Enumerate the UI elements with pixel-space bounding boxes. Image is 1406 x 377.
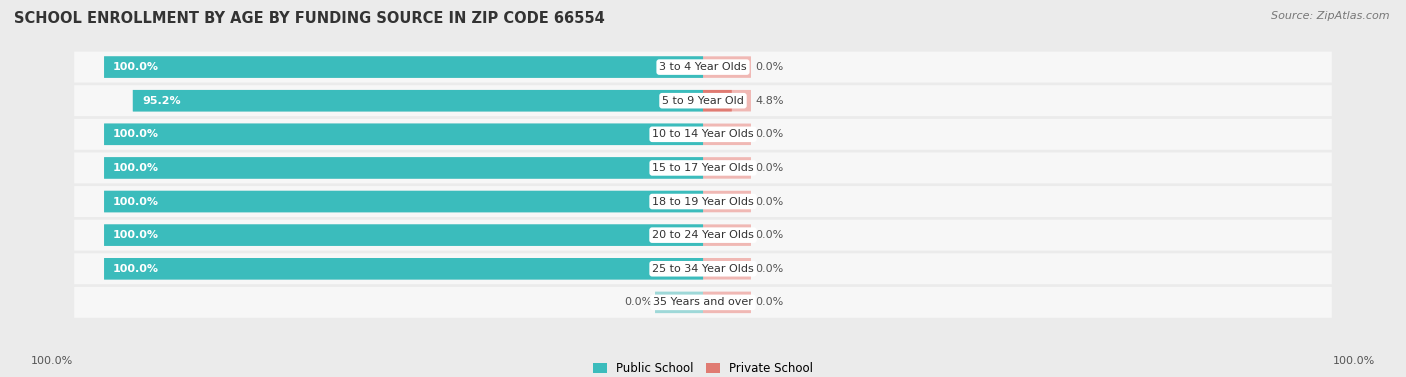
FancyBboxPatch shape xyxy=(104,56,703,78)
FancyBboxPatch shape xyxy=(703,157,751,179)
Text: 0.0%: 0.0% xyxy=(755,196,785,207)
FancyBboxPatch shape xyxy=(703,90,731,112)
FancyBboxPatch shape xyxy=(104,191,703,212)
FancyBboxPatch shape xyxy=(75,220,1331,251)
Text: 100.0%: 100.0% xyxy=(31,356,73,366)
Text: 100.0%: 100.0% xyxy=(112,264,159,274)
FancyBboxPatch shape xyxy=(75,152,1331,183)
Text: 100.0%: 100.0% xyxy=(112,129,159,139)
FancyBboxPatch shape xyxy=(104,224,703,246)
FancyBboxPatch shape xyxy=(703,258,751,279)
Text: 95.2%: 95.2% xyxy=(142,96,180,106)
Legend: Public School, Private School: Public School, Private School xyxy=(588,357,818,377)
Text: 25 to 34 Year Olds: 25 to 34 Year Olds xyxy=(652,264,754,274)
Text: 0.0%: 0.0% xyxy=(755,264,785,274)
Text: 100.0%: 100.0% xyxy=(112,62,159,72)
FancyBboxPatch shape xyxy=(104,191,703,212)
FancyBboxPatch shape xyxy=(655,292,703,313)
Text: 0.0%: 0.0% xyxy=(755,230,785,240)
FancyBboxPatch shape xyxy=(132,90,703,112)
Text: 3 to 4 Year Olds: 3 to 4 Year Olds xyxy=(659,62,747,72)
FancyBboxPatch shape xyxy=(703,191,751,212)
Text: 18 to 19 Year Olds: 18 to 19 Year Olds xyxy=(652,196,754,207)
FancyBboxPatch shape xyxy=(104,124,703,145)
FancyBboxPatch shape xyxy=(104,56,703,78)
Text: 35 Years and over: 35 Years and over xyxy=(652,297,754,307)
Text: 100.0%: 100.0% xyxy=(112,163,159,173)
Text: 100.0%: 100.0% xyxy=(112,196,159,207)
Text: 10 to 14 Year Olds: 10 to 14 Year Olds xyxy=(652,129,754,139)
FancyBboxPatch shape xyxy=(75,287,1331,318)
Text: 0.0%: 0.0% xyxy=(755,129,785,139)
Text: 20 to 24 Year Olds: 20 to 24 Year Olds xyxy=(652,230,754,240)
FancyBboxPatch shape xyxy=(75,52,1331,83)
Text: 0.0%: 0.0% xyxy=(755,62,785,72)
FancyBboxPatch shape xyxy=(75,253,1331,284)
FancyBboxPatch shape xyxy=(703,224,751,246)
Text: 100.0%: 100.0% xyxy=(112,230,159,240)
FancyBboxPatch shape xyxy=(703,90,751,112)
Text: 0.0%: 0.0% xyxy=(755,297,785,307)
Text: 4.8%: 4.8% xyxy=(755,96,785,106)
FancyBboxPatch shape xyxy=(703,56,751,78)
Text: 0.0%: 0.0% xyxy=(755,163,785,173)
FancyBboxPatch shape xyxy=(703,292,751,313)
FancyBboxPatch shape xyxy=(104,258,703,279)
FancyBboxPatch shape xyxy=(104,258,703,279)
FancyBboxPatch shape xyxy=(75,186,1331,217)
Text: 5 to 9 Year Old: 5 to 9 Year Old xyxy=(662,96,744,106)
FancyBboxPatch shape xyxy=(104,124,703,145)
Text: SCHOOL ENROLLMENT BY AGE BY FUNDING SOURCE IN ZIP CODE 66554: SCHOOL ENROLLMENT BY AGE BY FUNDING SOUR… xyxy=(14,11,605,26)
Text: 15 to 17 Year Olds: 15 to 17 Year Olds xyxy=(652,163,754,173)
FancyBboxPatch shape xyxy=(75,119,1331,150)
FancyBboxPatch shape xyxy=(104,224,703,246)
FancyBboxPatch shape xyxy=(75,85,1331,116)
FancyBboxPatch shape xyxy=(104,157,703,179)
FancyBboxPatch shape xyxy=(703,124,751,145)
Text: 0.0%: 0.0% xyxy=(624,297,652,307)
FancyBboxPatch shape xyxy=(132,90,703,112)
Text: 100.0%: 100.0% xyxy=(1333,356,1375,366)
FancyBboxPatch shape xyxy=(104,157,703,179)
Text: Source: ZipAtlas.com: Source: ZipAtlas.com xyxy=(1271,11,1389,21)
